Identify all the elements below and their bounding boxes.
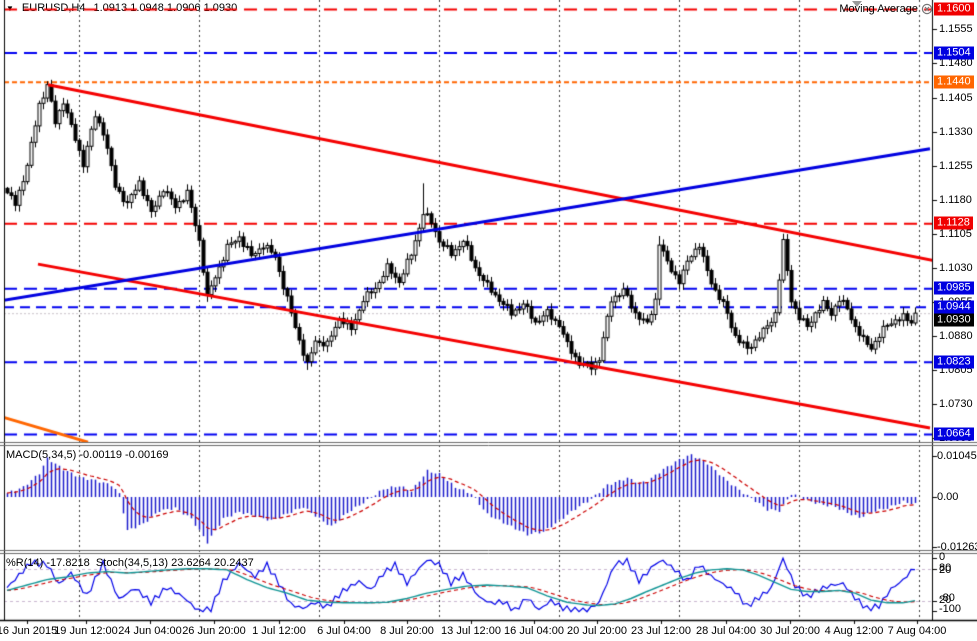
wpr-indicator-label: %R(14) -17.8218 Stoch(34,5,13) 23.6264 2… [6, 557, 254, 569]
time-axis-label: 16 Jun 2015 [0, 625, 58, 637]
time-axis-label: 6 Jul 04:00 [317, 625, 371, 637]
time-axis-label: 16 Jul 04:00 [504, 625, 564, 637]
wpr-axis-label: 20 [939, 564, 952, 576]
time-axis-label: 23 Jul 12:00 [631, 625, 691, 637]
object-anchor-icon [852, 1, 862, 7]
price-flag[interactable]: 1.1440 [934, 75, 974, 89]
time-axis-label: 4 Aug 12:00 [824, 625, 884, 637]
price-flag[interactable]: 1.0664 [934, 427, 974, 441]
price-flag[interactable]: 1.0944 [934, 300, 974, 314]
moving-average-label: Moving Average [839, 3, 918, 15]
price-tick: 1.1480 [939, 57, 973, 70]
price-tick: 1.1105 [939, 227, 972, 240]
time-axis-label: 30 Jul 20:00 [760, 625, 820, 637]
wpr-axis-label: -80 [939, 592, 955, 604]
price-tick: 1.1180 [939, 193, 972, 206]
time-axis-label: 20 Jul 20:00 [567, 625, 627, 637]
wpr-axis-label: -100 [939, 603, 962, 615]
price-flag[interactable]: 1.0985 [934, 281, 974, 295]
price-tick: 1.0730 [939, 397, 973, 410]
macd-indicator-label: MACD(5,34,5) -0.00119 -0.00169 [6, 449, 168, 461]
wpr-axis-label: 0 [939, 551, 946, 563]
macd-values: -0.00119 -0.00169 [79, 449, 169, 461]
macd-axis-label: -0.01263 [937, 540, 977, 553]
price-flag[interactable]: 1.0823 [934, 355, 974, 369]
overlay-indicator: Moving Average [839, 3, 933, 15]
price-flag[interactable]: 1.1128 [934, 216, 973, 230]
price-flag[interactable]: 1.0930 [934, 313, 974, 327]
macd-axis-label: 0.00 [937, 491, 959, 503]
time-axis-label: 8 Jul 20:00 [380, 625, 434, 637]
time-axis-label: 7 Aug 04:00 [887, 625, 947, 637]
time-axis-label: 19 Jun 12:00 [54, 625, 118, 637]
price-tick: 1.1405 [939, 91, 973, 104]
wpr-value: -17.8218 [46, 557, 90, 569]
indicator-properties-icon[interactable] [921, 3, 933, 15]
time-axis-label: 28 Jul 04:00 [696, 625, 756, 637]
wpr-axis-label: 20 [939, 594, 952, 606]
wpr-name: %R(14) [6, 557, 44, 569]
price-tick: 1.1255 [939, 159, 973, 172]
macd-axis-label: 0.01045 [937, 449, 977, 462]
price-flag[interactable]: 1.1504 [934, 46, 974, 60]
price-flag[interactable]: 1.1600 [934, 2, 974, 16]
price-tick: 1.0880 [939, 329, 973, 342]
macd-name: MACD(5,34,5) [6, 449, 77, 461]
time-axis-label: 1 Jul 12:00 [252, 625, 306, 637]
stoch-name: Stoch(34,5,13) [95, 557, 169, 569]
time-axis-label: 13 Jul 12:00 [441, 625, 501, 637]
stoch-values: 23.6264 20.2437 [171, 557, 254, 569]
price-tick: 1.1030 [939, 261, 973, 274]
wpr-axis-label: 80 [939, 562, 952, 574]
time-axis-label: 24 Jun 04:00 [118, 625, 182, 637]
price-tick: 1.1330 [939, 125, 973, 138]
time-axis-label: 26 Jun 20:00 [182, 625, 246, 637]
price-tick: 1.1555 [939, 23, 973, 36]
